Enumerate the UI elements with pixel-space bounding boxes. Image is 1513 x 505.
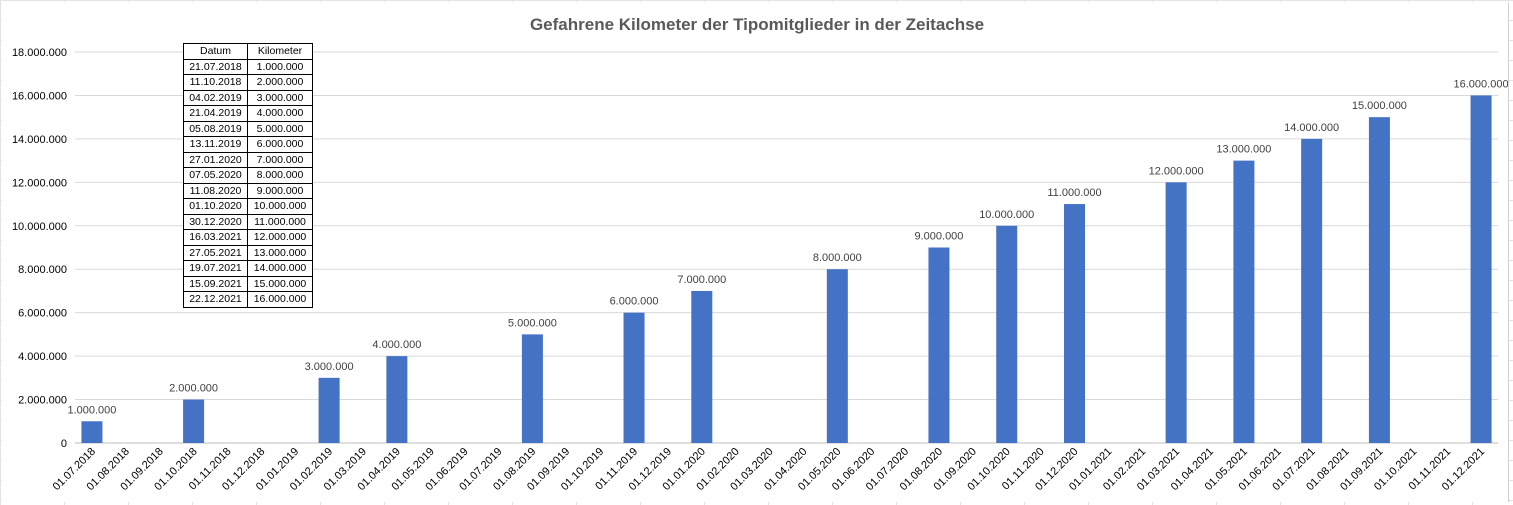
table-header-row: Datum Kilometer: [183, 43, 313, 60]
table-cell-date: 21.07.2018: [183, 58, 248, 75]
bar: [1368, 117, 1390, 444]
data-label: 8.000.000: [813, 252, 862, 264]
table-row: 30.12.2020 11.000.000: [183, 213, 313, 230]
data-label: 10.000.000: [979, 209, 1034, 221]
table-cell-date: 13.11.2019: [183, 136, 248, 153]
table-cell-date: 01.10.2020: [183, 198, 248, 215]
bar: [1233, 160, 1255, 443]
y-tick-label: 18.000.000: [12, 47, 67, 59]
data-label: 9.000.000: [914, 231, 963, 243]
table-cell-date: 27.05.2021: [183, 244, 248, 261]
table-cell-kilometer: 11.000.000: [247, 213, 313, 230]
table-row: 16.03.2021 12.000.000: [183, 229, 313, 246]
table-cell-kilometer: 13.000.000: [247, 244, 313, 261]
data-label: 16.000.000: [1454, 78, 1508, 90]
table-cell-kilometer: 7.000.000: [247, 151, 313, 168]
table-cell-date: 30.12.2020: [183, 213, 248, 230]
table-header-kilometer: Kilometer: [247, 43, 313, 60]
table-cell-date: 27.01.2020: [183, 151, 248, 168]
table-cell-kilometer: 1.000.000: [247, 58, 313, 75]
table-cell-date: 11.10.2018: [183, 74, 248, 91]
table-cell-date: 05.08.2019: [183, 120, 248, 137]
table-row: 27.01.2020 7.000.000: [183, 151, 313, 168]
table-cell-date: 11.08.2020: [183, 182, 248, 199]
table-cell-date: 21.04.2019: [183, 105, 248, 122]
table-cell-date: 04.02.2019: [183, 89, 248, 106]
table-cell-date: 16.03.2021: [183, 229, 248, 246]
bar: [928, 247, 950, 443]
data-label: 1.000.000: [67, 404, 116, 416]
table-cell-kilometer: 6.000.000: [247, 136, 313, 153]
y-tick-label: 10.000.000: [12, 221, 67, 233]
data-label: 7.000.000: [677, 274, 726, 286]
y-tick-label: 0: [61, 438, 67, 450]
table-cell-kilometer: 9.000.000: [247, 182, 313, 199]
bar: [81, 421, 103, 443]
bar: [826, 269, 848, 443]
table-cell-kilometer: 5.000.000: [247, 120, 313, 137]
table-row: 22.12.2021 16.000.000: [183, 291, 313, 308]
table-cell-date: 22.12.2021: [183, 291, 248, 308]
bar: [996, 225, 1018, 443]
data-label: 3.000.000: [305, 361, 354, 373]
data-label: 5.000.000: [508, 317, 557, 329]
bar: [318, 377, 340, 443]
data-label: 14.000.000: [1284, 122, 1339, 134]
table-row: 11.10.2018 2.000.000: [183, 74, 313, 91]
table-cell-kilometer: 3.000.000: [247, 89, 313, 106]
data-label: 13.000.000: [1216, 144, 1271, 156]
bar: [386, 356, 408, 443]
bar: [183, 399, 205, 443]
bar: [623, 312, 645, 443]
table-row: 27.05.2021 13.000.000: [183, 244, 313, 261]
table-row: 21.07.2018 1.000.000: [183, 58, 313, 75]
y-tick-label: 12.000.000: [12, 177, 67, 189]
table-row: 05.08.2019 5.000.000: [183, 120, 313, 137]
data-label: 6.000.000: [610, 296, 659, 308]
table-cell-date: 19.07.2021: [183, 260, 248, 277]
y-tick-label: 8.000.000: [18, 264, 67, 276]
table-cell-kilometer: 8.000.000: [247, 167, 313, 184]
table-row: 01.10.2020 10.000.000: [183, 198, 313, 215]
bar: [1063, 204, 1085, 443]
bar: [1165, 182, 1187, 444]
bar: [1301, 138, 1323, 443]
data-label: 11.000.000: [1047, 187, 1101, 199]
table-cell-kilometer: 14.000.000: [247, 260, 313, 277]
data-label: 4.000.000: [372, 339, 421, 351]
table-cell-kilometer: 2.000.000: [247, 74, 313, 91]
table-row: 21.04.2019 4.000.000: [183, 105, 313, 122]
table-cell-kilometer: 15.000.000: [247, 275, 313, 292]
table-row: 19.07.2021 14.000.000: [183, 260, 313, 277]
y-tick-label: 16.000.000: [12, 90, 67, 102]
table-cell-date: 15.09.2021: [183, 275, 248, 292]
data-table: Datum Kilometer 21.07.2018 1.000.000 11.10…: [183, 43, 313, 308]
table-row: 15.09.2021 15.000.000: [183, 275, 313, 292]
table-row: 04.02.2019 3.000.000: [183, 89, 313, 106]
bar: [521, 334, 543, 443]
table-cell-kilometer: 4.000.000: [247, 105, 313, 122]
chart-title: Gefahrene Kilometer der Tipomitglieder i…: [529, 15, 985, 34]
table-row: 11.08.2020 9.000.000: [183, 182, 313, 199]
y-tick-label: 6.000.000: [18, 308, 67, 320]
data-label: 15.000.000: [1352, 100, 1407, 112]
table-header-date: Datum: [183, 43, 248, 60]
y-tick-label: 4.000.000: [18, 351, 67, 363]
table-cell-kilometer: 10.000.000: [247, 198, 313, 215]
bar: [691, 290, 713, 443]
table-row: 07.05.2020 8.000.000: [183, 167, 313, 184]
table-cell-kilometer: 16.000.000: [247, 291, 313, 308]
table-row: 13.11.2019 6.000.000: [183, 136, 313, 153]
table-cell-date: 07.05.2020: [183, 167, 248, 184]
data-label: 12.000.000: [1149, 165, 1204, 177]
y-tick-label: 2.000.000: [18, 395, 67, 407]
table-cell-kilometer: 12.000.000: [247, 229, 313, 246]
y-tick-label: 14.000.000: [12, 134, 67, 146]
bar: [1470, 95, 1492, 443]
data-label: 2.000.000: [169, 383, 218, 395]
table-body: 21.07.2018 1.000.000 11.10.2018 2.000.000 04…: [183, 58, 313, 308]
